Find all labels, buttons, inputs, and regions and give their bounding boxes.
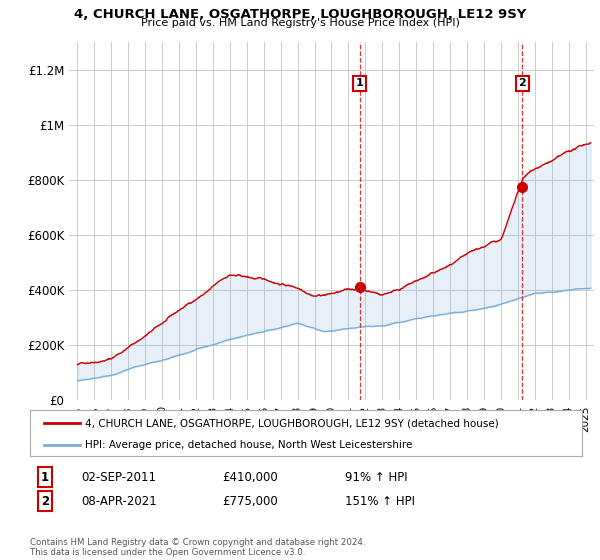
- Text: Price paid vs. HM Land Registry's House Price Index (HPI): Price paid vs. HM Land Registry's House …: [140, 18, 460, 29]
- Text: 2: 2: [41, 494, 49, 508]
- Text: 1: 1: [41, 470, 49, 484]
- Text: 1: 1: [356, 78, 364, 88]
- Text: Contains HM Land Registry data © Crown copyright and database right 2024.
This d: Contains HM Land Registry data © Crown c…: [30, 538, 365, 557]
- Text: £410,000: £410,000: [222, 470, 278, 484]
- Text: 151% ↑ HPI: 151% ↑ HPI: [345, 494, 415, 508]
- Text: 2: 2: [518, 78, 526, 88]
- Text: 08-APR-2021: 08-APR-2021: [81, 494, 157, 508]
- Text: £775,000: £775,000: [222, 494, 278, 508]
- Text: 4, CHURCH LANE, OSGATHORPE, LOUGHBOROUGH, LE12 9SY: 4, CHURCH LANE, OSGATHORPE, LOUGHBOROUGH…: [74, 8, 526, 21]
- Text: 02-SEP-2011: 02-SEP-2011: [81, 470, 156, 484]
- Text: 4, CHURCH LANE, OSGATHORPE, LOUGHBOROUGH, LE12 9SY (detached house): 4, CHURCH LANE, OSGATHORPE, LOUGHBOROUGH…: [85, 418, 499, 428]
- Text: HPI: Average price, detached house, North West Leicestershire: HPI: Average price, detached house, Nort…: [85, 440, 413, 450]
- Text: 91% ↑ HPI: 91% ↑ HPI: [345, 470, 407, 484]
